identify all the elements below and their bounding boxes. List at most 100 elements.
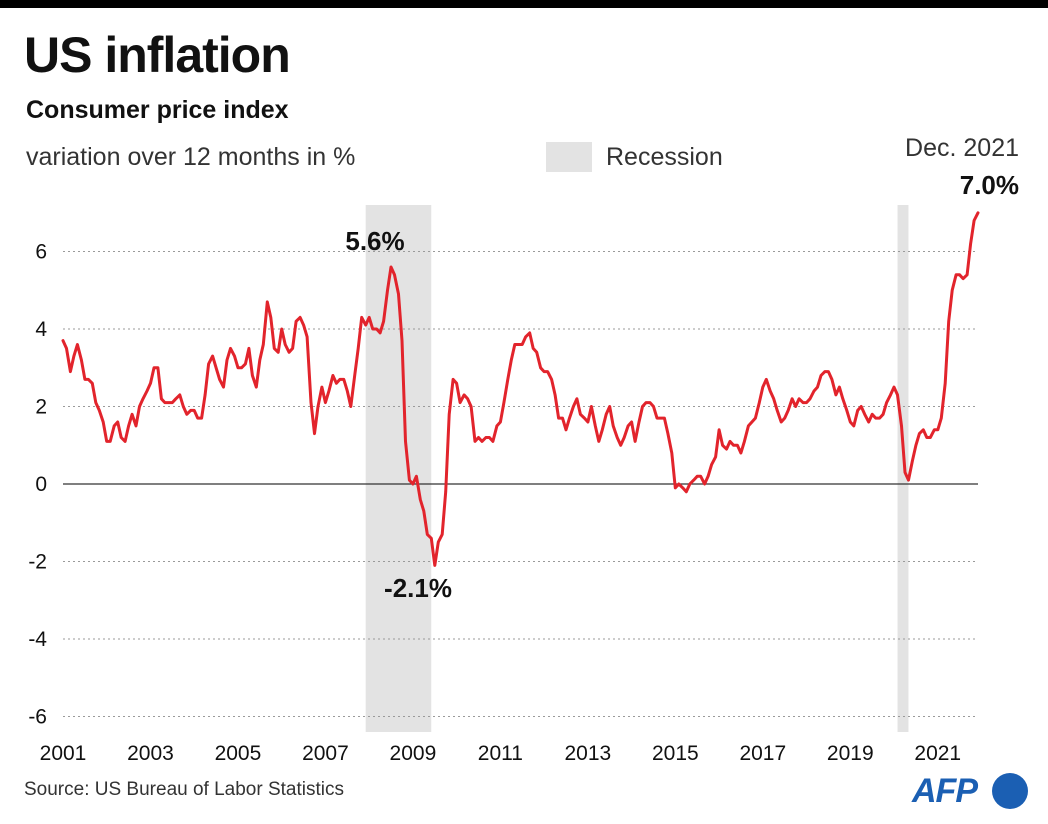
data-point — [682, 487, 684, 489]
recession-band-1 — [365, 205, 432, 732]
data-point — [693, 479, 695, 481]
chart-title: US inflation — [24, 27, 291, 83]
x-tick-label: 2009 — [390, 742, 437, 765]
data-point — [262, 343, 264, 346]
x-tick-label: 2007 — [302, 742, 349, 765]
data-point — [485, 436, 487, 439]
data-point — [951, 289, 953, 291]
data-point — [328, 390, 330, 392]
series-line-1 — [61, 211, 980, 567]
data-point — [879, 417, 881, 419]
data-point — [700, 475, 702, 477]
data-point — [795, 405, 797, 408]
data-point — [674, 487, 676, 489]
data-point — [401, 340, 403, 342]
data-point — [787, 409, 789, 411]
data-point — [452, 378, 454, 380]
data-point — [146, 390, 148, 392]
legend-recession-swatch — [546, 142, 592, 172]
data-point — [791, 398, 793, 400]
data-point — [809, 398, 811, 400]
data-point — [638, 421, 640, 423]
data-point — [255, 386, 257, 388]
data-point — [846, 409, 848, 411]
data-point — [882, 413, 884, 415]
data-point — [521, 343, 523, 346]
data-point — [507, 378, 509, 380]
data-point — [612, 425, 614, 427]
data-point — [824, 371, 826, 373]
data-point — [769, 390, 771, 392]
data-point — [915, 444, 917, 446]
y-tick-label: 0 — [35, 473, 47, 496]
afp-logo-text: AFP — [912, 772, 978, 810]
data-point — [645, 402, 647, 404]
data-point — [248, 347, 250, 349]
x-tick-label: 2021 — [914, 742, 961, 765]
data-point — [65, 347, 68, 349]
legend: Recession — [546, 140, 723, 174]
data-point — [76, 343, 78, 346]
data-point — [488, 436, 490, 439]
data-point — [514, 343, 516, 346]
data-point — [842, 398, 844, 400]
data-point — [616, 436, 618, 439]
data-point — [627, 425, 629, 427]
data-point — [601, 429, 603, 431]
data-point — [160, 398, 162, 400]
data-point — [80, 359, 82, 361]
data-point — [940, 417, 942, 419]
annotation-trough-2009: -2.1% — [384, 573, 452, 603]
data-point — [98, 409, 100, 411]
data-point — [715, 456, 717, 458]
data-point — [481, 440, 483, 442]
data-point — [587, 421, 589, 423]
annotation-latest-date: Dec. 2021 — [905, 134, 1019, 162]
data-point — [138, 405, 141, 408]
data-point — [594, 425, 596, 427]
y-tick-label: -4 — [28, 628, 47, 651]
data-point — [649, 402, 651, 404]
data-point — [470, 405, 472, 408]
data-point — [423, 510, 425, 512]
legend-recession-label: Recession — [606, 142, 723, 171]
data-point — [758, 402, 760, 404]
data-point — [907, 479, 910, 481]
data-point — [62, 340, 64, 342]
data-point — [838, 386, 841, 388]
data-point — [383, 320, 385, 322]
data-point — [306, 336, 308, 338]
data-point — [408, 479, 410, 481]
data-point — [321, 386, 323, 388]
data-point — [656, 417, 658, 419]
data-point — [631, 421, 633, 423]
data-point — [419, 498, 421, 501]
data-point — [576, 398, 578, 400]
data-point — [590, 405, 593, 408]
unit-label: variation over 12 months in % — [26, 143, 356, 171]
data-point — [84, 378, 86, 380]
data-point — [201, 417, 203, 419]
data-point — [857, 409, 859, 411]
afp-logo: AFP — [912, 770, 1028, 812]
data-point — [240, 367, 243, 369]
data-point — [281, 328, 283, 330]
data-point — [310, 402, 312, 404]
x-tick-label: 2015 — [652, 742, 699, 765]
data-point — [404, 440, 407, 442]
data-point — [747, 425, 750, 427]
data-point — [393, 274, 396, 276]
data-point — [893, 386, 895, 388]
data-point — [335, 382, 337, 384]
data-point — [376, 328, 378, 330]
data-point — [368, 316, 370, 318]
data-point — [313, 433, 316, 435]
data-point — [944, 382, 946, 384]
data-point — [725, 448, 728, 450]
data-point — [430, 537, 432, 539]
data-point — [339, 378, 341, 380]
data-point — [722, 444, 724, 446]
data-point — [900, 425, 903, 427]
data-point — [889, 394, 892, 396]
data-point — [663, 417, 666, 419]
